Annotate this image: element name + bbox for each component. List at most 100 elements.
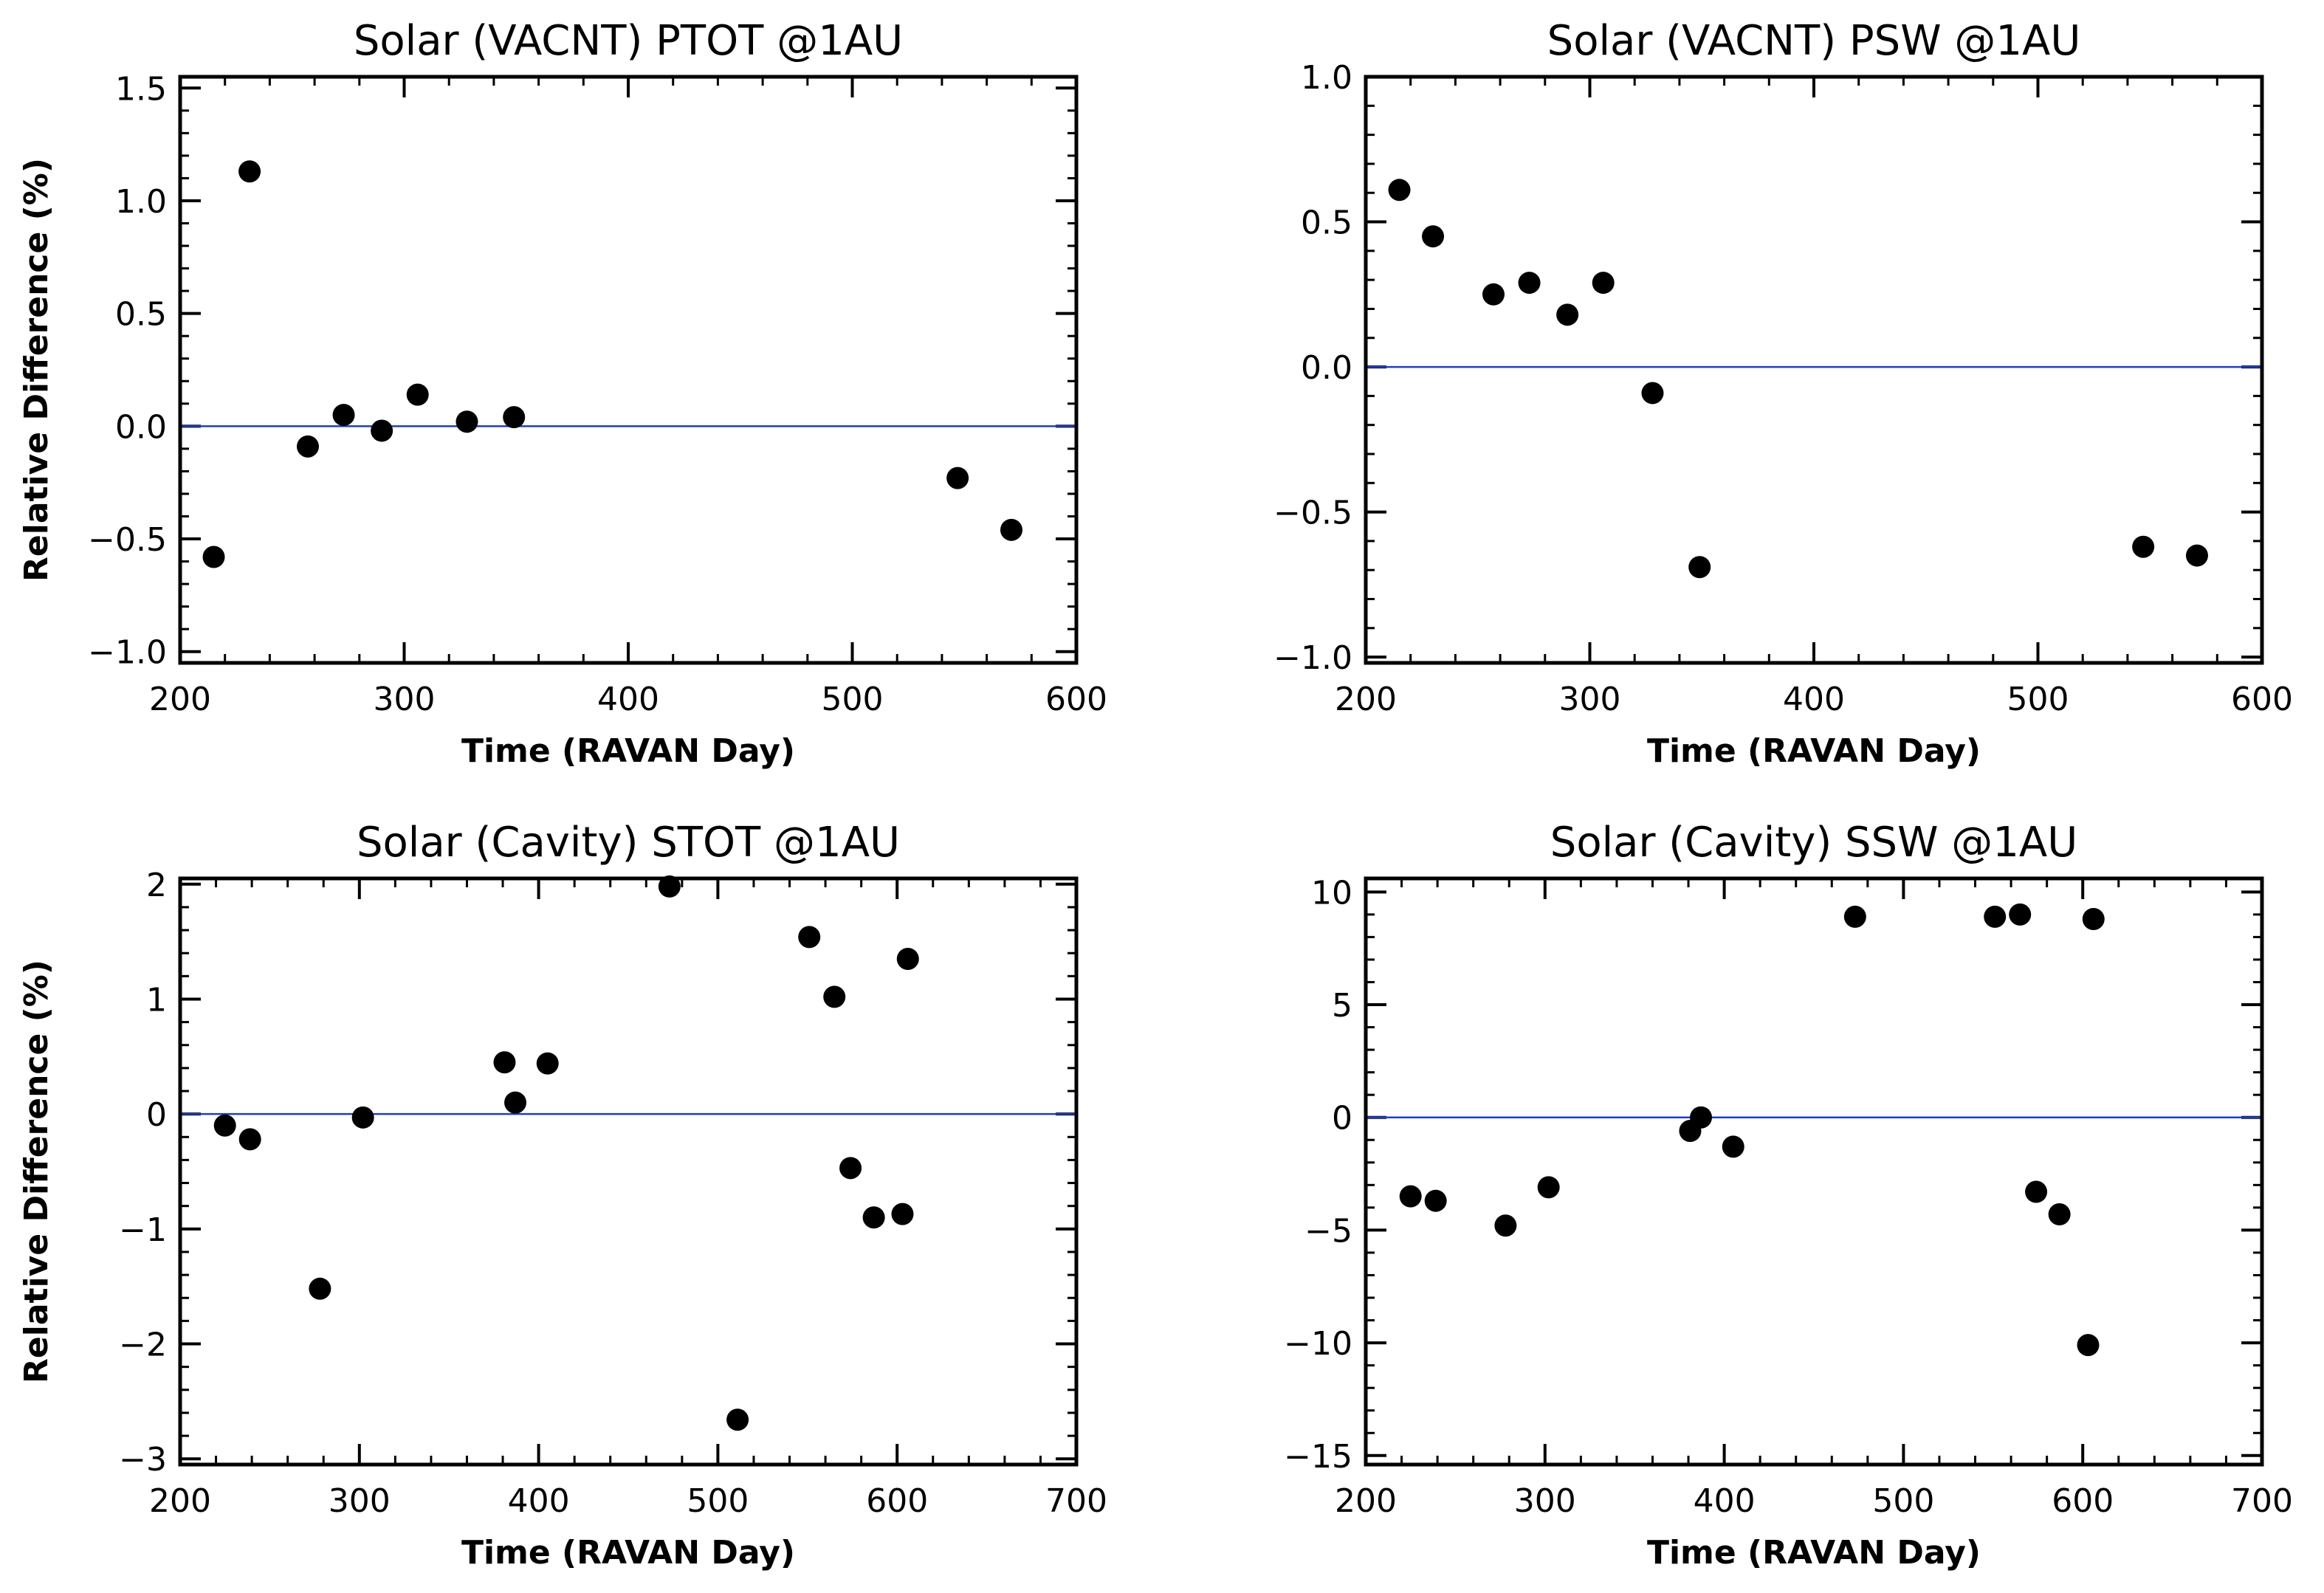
x-tick-label: 500 — [687, 1482, 749, 1520]
data-point — [2185, 544, 2208, 567]
data-point — [2048, 1203, 2071, 1226]
chart-title: Solar (Cavity) STOT @1AU — [357, 819, 900, 867]
y-tick-label: 1 — [146, 981, 167, 1019]
x-tick-label: 700 — [2231, 1482, 2293, 1520]
data-point — [1000, 518, 1022, 541]
y-axis-label: Relative Difference (%) — [18, 960, 55, 1383]
panel-stot: Solar (Cavity) STOT @1AU Time (RAVAN Day)… — [18, 819, 1107, 1572]
data-point — [1518, 272, 1541, 295]
data-point — [504, 1091, 527, 1114]
data-point — [2025, 1180, 2048, 1203]
y-tick-label: −10 — [1284, 1325, 1352, 1363]
chart-title: Solar (VACNT) PSW @1AU — [1547, 17, 2081, 65]
data-point — [823, 985, 846, 1008]
x-tick-label: 500 — [1872, 1482, 1934, 1520]
data-point — [1843, 905, 1866, 928]
data-point — [946, 467, 969, 489]
x-axis-label: Time (RAVAN Day) — [461, 732, 795, 770]
data-point — [658, 875, 681, 898]
x-axis-label: Time (RAVAN Day) — [461, 1534, 795, 1572]
x-tick-label: 500 — [2007, 681, 2069, 718]
x-tick-label: 600 — [2052, 1482, 2114, 1520]
data-point — [726, 1408, 749, 1431]
x-tick-label: 300 — [329, 1482, 391, 1520]
data-point — [455, 410, 478, 433]
x-tick-label: 200 — [1335, 1482, 1397, 1520]
chart-title: Solar (VACNT) PTOT @1AU — [354, 17, 903, 65]
panel-psw: Solar (VACNT) PSW @1AU Time (RAVAN Day) 20… — [1273, 17, 2293, 770]
data-point — [1482, 283, 1505, 306]
data-point — [2082, 907, 2105, 930]
data-point — [406, 383, 429, 406]
data-point — [493, 1051, 516, 1074]
y-tick-label: 0.5 — [1301, 204, 1352, 242]
plot-frame — [178, 876, 1079, 1467]
y-tick-label: −15 — [1284, 1438, 1352, 1476]
data-point — [238, 160, 261, 183]
data-point — [238, 1128, 261, 1151]
x-tick-label: 400 — [1694, 1482, 1756, 1520]
x-tick-label: 500 — [822, 681, 884, 718]
data-point — [2077, 1334, 2100, 1357]
data-point — [839, 1157, 862, 1180]
y-tick-label: −1 — [119, 1211, 167, 1249]
data-point — [202, 546, 225, 568]
data-point — [536, 1052, 559, 1075]
y-tick-label: −2 — [119, 1327, 167, 1364]
x-tick-label: 600 — [866, 1482, 928, 1520]
y-tick-label: 2 — [146, 867, 167, 904]
data-point — [1494, 1214, 1517, 1237]
x-tick-label: 200 — [149, 681, 211, 718]
x-tick-label: 600 — [2231, 681, 2293, 718]
y-tick-label: −3 — [119, 1441, 167, 1479]
plot-frame — [1364, 75, 2264, 665]
data-point — [2009, 903, 2032, 926]
y-tick-label: 10 — [1311, 874, 1352, 912]
x-tick-label: 400 — [1783, 681, 1845, 718]
x-axis-label: Time (RAVAN Day) — [1647, 732, 1981, 770]
data-point — [1592, 272, 1615, 295]
panel-ptot: Solar (VACNT) PTOT @1AU Time (RAVAN Day) R… — [18, 17, 1107, 770]
data-point — [296, 435, 319, 458]
x-tick-label: 400 — [597, 681, 659, 718]
x-tick-label: 200 — [149, 1482, 211, 1520]
x-tick-label: 600 — [1045, 681, 1107, 718]
x-tick-label: 200 — [1335, 681, 1397, 718]
y-tick-label: −1.0 — [1273, 639, 1352, 677]
data-point — [351, 1106, 374, 1129]
data-point — [213, 1114, 236, 1137]
y-tick-label: −5 — [1304, 1212, 1352, 1250]
data-point — [1690, 1106, 1713, 1129]
y-tick-label: 0 — [146, 1096, 167, 1134]
data-point — [1556, 303, 1579, 326]
y-tick-label: −0.5 — [1273, 495, 1352, 532]
x-axis-label: Time (RAVAN Day) — [1647, 1534, 1981, 1572]
y-tick-label: 0.0 — [115, 408, 167, 446]
data-point — [896, 947, 919, 970]
y-tick-label: 0 — [1332, 1100, 1352, 1138]
x-tick-label: 300 — [1514, 1482, 1576, 1520]
data-point — [309, 1277, 331, 1300]
y-tick-label: 1.0 — [115, 183, 167, 221]
data-point — [1422, 225, 1445, 248]
x-tick-label: 700 — [1045, 1482, 1107, 1520]
y-tick-label: 5 — [1332, 987, 1352, 1025]
x-tick-label: 400 — [508, 1482, 570, 1520]
data-point — [1688, 556, 1711, 579]
data-point — [371, 419, 393, 442]
data-point — [1388, 179, 1411, 202]
data-point — [862, 1206, 885, 1229]
plot-frame — [1364, 876, 2264, 1467]
data-point — [1641, 382, 1664, 405]
y-tick-label: −1.0 — [88, 634, 167, 672]
data-point — [1537, 1176, 1560, 1199]
data-point — [503, 406, 526, 429]
x-tick-label: 300 — [374, 681, 436, 718]
data-point — [2132, 535, 2155, 558]
data-point — [332, 404, 355, 427]
y-tick-label: 0.5 — [115, 296, 167, 334]
panel-ssw: Solar (Cavity) SSW @1AU Time (RAVAN Day) 2… — [1284, 819, 2293, 1572]
data-point — [1984, 905, 2007, 928]
chart-title: Solar (Cavity) SSW @1AU — [1550, 819, 2077, 867]
